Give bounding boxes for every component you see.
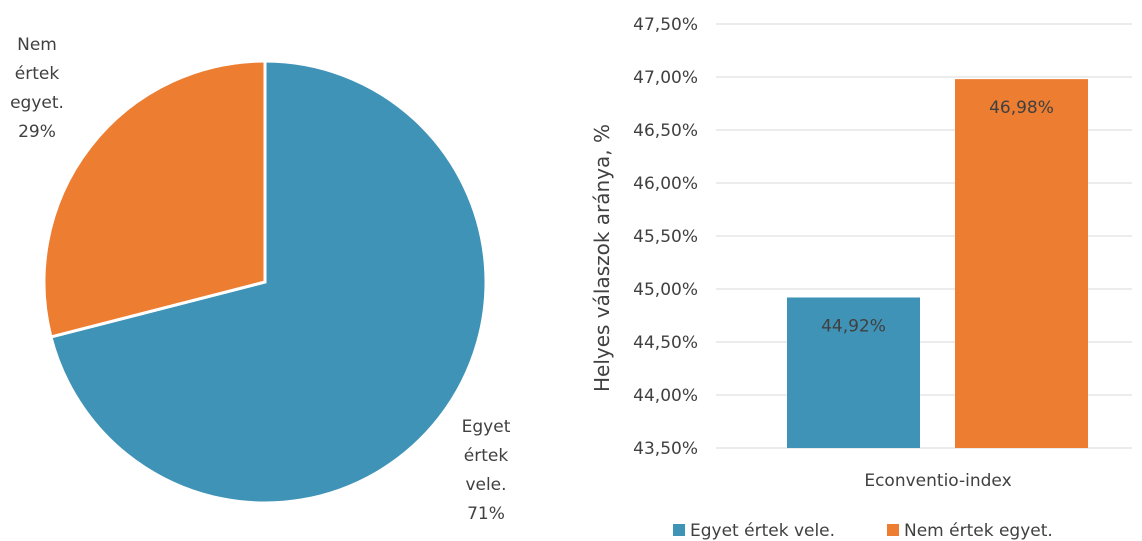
pie-slice-label: Nem értek egyet. 29% (10, 35, 64, 142)
pie-chart: Egyet értek vele. 71% Nem értek egyet. 29% (10, 35, 511, 524)
data-label: 44,92% (821, 316, 886, 336)
bar (955, 79, 1088, 449)
pie-slice (42, 59, 267, 339)
pie-slice (49, 59, 488, 505)
legend-item-label: Egyet értek vele. (690, 521, 835, 541)
legend-item-label: Nem értek egyet. (904, 521, 1053, 541)
legend-swatch (887, 524, 899, 536)
bar (787, 297, 920, 448)
y-tick-label: 46,00% (633, 174, 698, 194)
data-label: 46,98% (989, 98, 1054, 118)
y-tick-label: 43,50% (633, 439, 698, 459)
pie-slice-label: Egyet értek vele. 71% (462, 417, 511, 524)
legend: Egyet értek vele. Nem értek egyet. (673, 521, 1053, 541)
y-tick-label: 47,00% (633, 68, 698, 88)
y-tick-label: 46,50% (633, 121, 698, 141)
bar-chart: 43,50% 44,00% 44,50% 45,00% 45,50% 46,00% 46,5… (590, 15, 1132, 541)
legend-swatch (673, 524, 685, 536)
y-tick-label: 47,50% (633, 15, 698, 35)
y-axis-label: Helyes válaszok aránya, % (590, 124, 614, 392)
y-tick-label: 44,50% (633, 333, 698, 353)
x-tick-label: Econventio-index (864, 471, 1011, 491)
y-tick-label: 45,00% (633, 280, 698, 300)
y-tick-label: 45,50% (633, 227, 698, 247)
y-tick-label: 44,00% (633, 386, 698, 406)
